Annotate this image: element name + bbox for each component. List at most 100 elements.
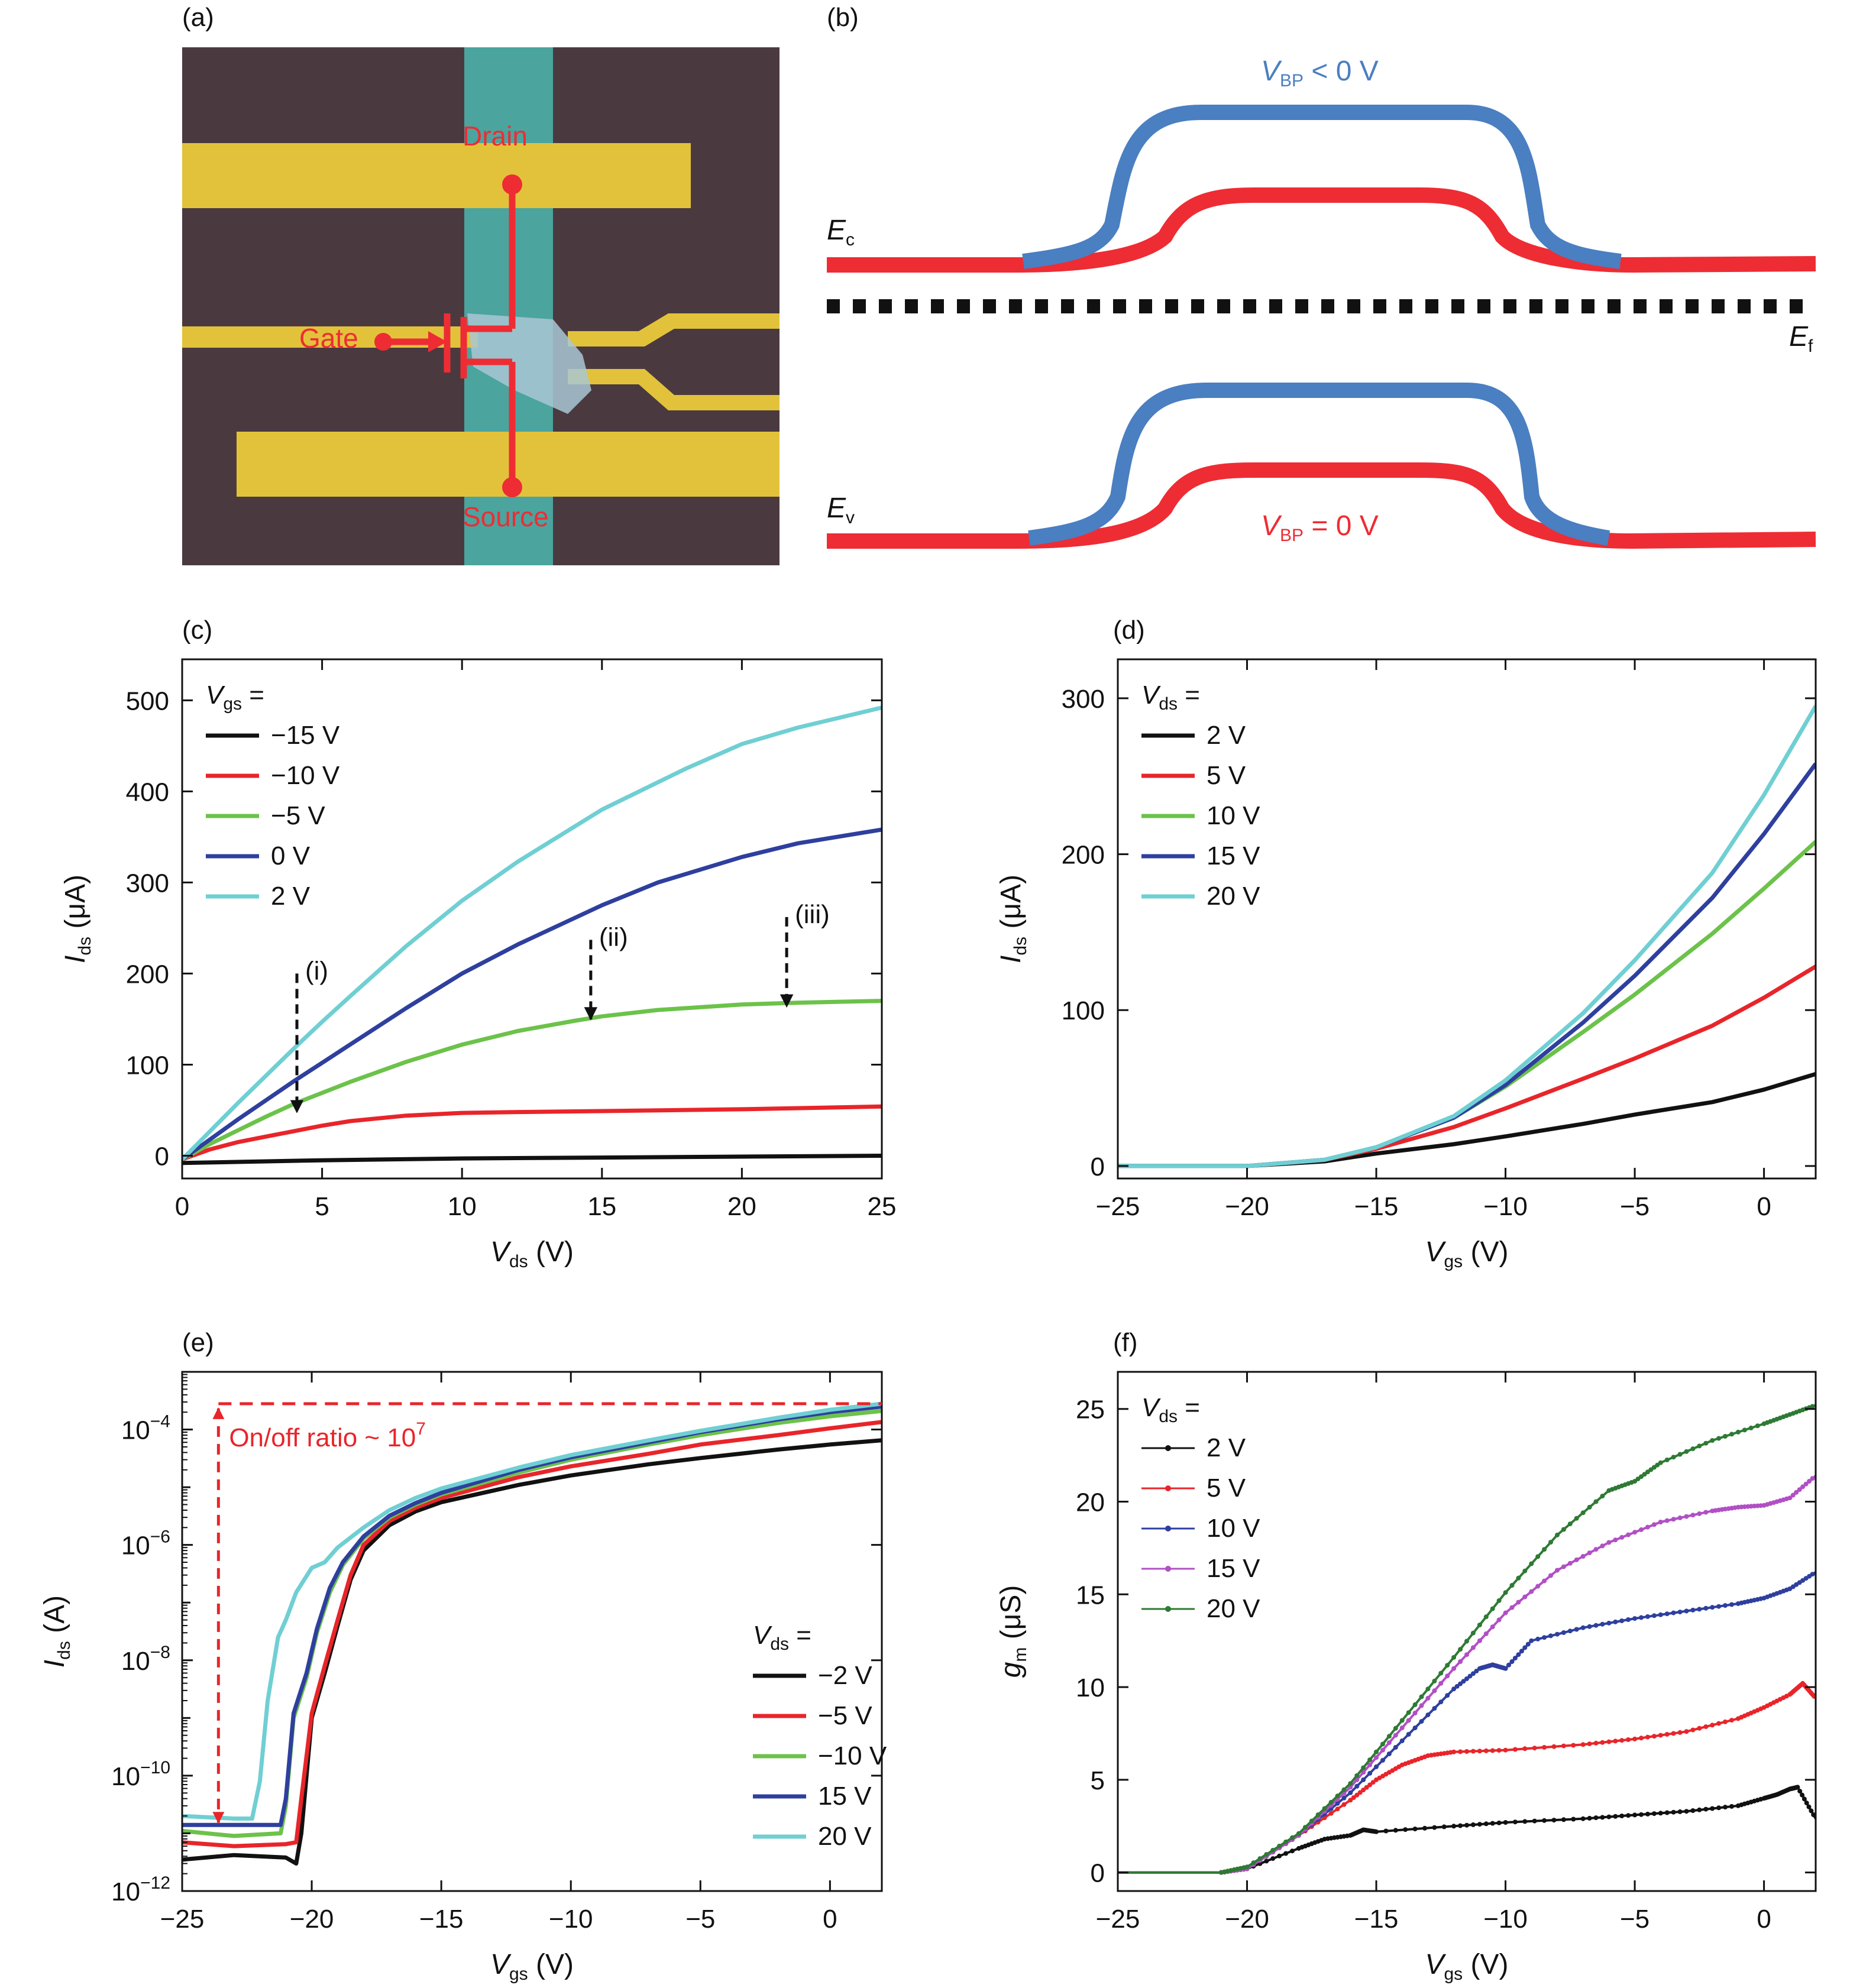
panel-b-label: (b) — [827, 3, 859, 32]
series-marker-2 — [1632, 1616, 1638, 1621]
series-marker-2 — [1548, 1633, 1553, 1639]
series-marker-2 — [1509, 1659, 1515, 1664]
series-marker-4 — [1810, 1404, 1815, 1409]
series-marker-0 — [1800, 1792, 1805, 1798]
series-marker-2 — [1425, 1712, 1431, 1718]
series-marker-3 — [1561, 1564, 1566, 1569]
series-marker-3 — [1412, 1711, 1418, 1715]
legend-entry-0: −2 V — [818, 1661, 872, 1690]
x-axis-label: Vgs (V) — [1425, 1949, 1508, 1984]
x-tick-label: −25 — [1096, 1192, 1140, 1221]
series-marker-1 — [1703, 1724, 1709, 1730]
legend-title-rest: = — [242, 681, 264, 710]
series-marker-1 — [1341, 1802, 1347, 1807]
legend-entry-4: 20 V — [818, 1822, 872, 1851]
x-axis-label: Vgs (V) — [1425, 1236, 1508, 1271]
series-marker-1 — [1710, 1722, 1715, 1728]
series-marker-1 — [1639, 1736, 1644, 1741]
x-axis-unit: (V) — [1463, 1236, 1508, 1268]
series-marker-0 — [1697, 1807, 1702, 1812]
series-marker-0 — [1600, 1815, 1605, 1820]
legend-entry-3: 15 V — [1207, 841, 1260, 870]
series-marker-2 — [1716, 1604, 1722, 1609]
chart-c-output-characteristics: (c) 0 5 10 15 20 25 0 100 200 300 400 500 Vds (V) Ids … — [60, 616, 896, 1271]
series-marker-3 — [1651, 1522, 1657, 1527]
series-marker-1 — [1451, 1749, 1457, 1754]
series-marker-2 — [1580, 1625, 1586, 1630]
series-marker-1 — [1335, 1806, 1340, 1812]
series-marker-4 — [1639, 1474, 1644, 1479]
series-marker-4 — [1264, 1852, 1269, 1857]
series-marker-4 — [1290, 1835, 1295, 1840]
series-marker-2 — [1512, 1656, 1518, 1661]
series-marker-2 — [1432, 1706, 1437, 1711]
series-marker-4 — [1483, 1614, 1489, 1620]
series-marker-1 — [1328, 1811, 1334, 1816]
series-marker-2 — [1684, 1608, 1689, 1614]
legend-entry-1: −5 V — [818, 1701, 872, 1730]
series-marker-0 — [1587, 1815, 1592, 1821]
series-marker-3 — [1451, 1666, 1457, 1671]
legend-entry-1: 5 V — [1207, 761, 1246, 790]
series-marker-0 — [1677, 1809, 1683, 1814]
series-marker-0 — [1383, 1828, 1389, 1834]
y-axis-label: Ids (A) — [39, 1595, 74, 1668]
series-marker-4 — [1277, 1844, 1282, 1848]
series-marker-3 — [1587, 1550, 1592, 1556]
series-marker-1 — [1716, 1721, 1722, 1726]
series-marker-2 — [1593, 1623, 1599, 1628]
series-marker-2 — [1454, 1683, 1460, 1689]
x-axis-sub: ds — [509, 1252, 528, 1271]
series-marker-0 — [1451, 1824, 1457, 1829]
series-marker-4 — [1742, 1427, 1747, 1433]
series-marker-0 — [1710, 1806, 1715, 1811]
series-marker-4 — [1755, 1423, 1760, 1429]
series-marker-4 — [1341, 1787, 1347, 1792]
series-marker-4 — [1703, 1440, 1709, 1446]
series-marker-0 — [1571, 1817, 1576, 1822]
y-tick-label: 100 — [126, 1051, 169, 1080]
y-axis-symbol: I — [995, 956, 1027, 963]
series-marker-1 — [1580, 1742, 1586, 1747]
y-axis-unit: (μS) — [995, 1585, 1027, 1647]
series-marker-2 — [1348, 1790, 1353, 1795]
legend-title-symbol: V — [753, 1621, 772, 1650]
series-marker-3 — [1522, 1594, 1528, 1600]
ec-band-vbp-zero — [827, 187, 1816, 273]
series-marker-4 — [1490, 1606, 1495, 1611]
x-axis-label: Vds (V) — [490, 1236, 574, 1271]
series-marker-3 — [1425, 1695, 1431, 1701]
series-marker-1 — [1364, 1785, 1369, 1790]
series-marker-4 — [1535, 1554, 1541, 1559]
legend-title: Vds = — [1141, 681, 1200, 714]
ev-band-vbp-negative — [1028, 383, 1610, 546]
series-marker-3 — [1671, 1517, 1676, 1522]
series-marker-0 — [1503, 1820, 1508, 1825]
series-marker-2 — [1406, 1732, 1411, 1737]
series-marker-2 — [1613, 1619, 1618, 1624]
series-marker-4 — [1503, 1590, 1508, 1595]
series-marker-2 — [1354, 1783, 1360, 1789]
series-marker-4 — [1270, 1848, 1276, 1853]
y-axis-sub: m — [1011, 1647, 1030, 1662]
series-marker-0 — [1690, 1808, 1696, 1813]
series-marker-4 — [1470, 1630, 1476, 1636]
series-line-3 — [182, 827, 882, 1161]
plot-frame — [1117, 658, 1817, 1180]
gate-line-right-lower — [568, 369, 780, 410]
x-tick-label: 10 — [448, 1192, 477, 1221]
series-marker-2 — [1393, 1745, 1398, 1750]
x-tick-label: 25 — [868, 1192, 897, 1221]
series-marker-4 — [1600, 1494, 1605, 1499]
series-marker-2 — [1677, 1610, 1683, 1615]
y-axis-unit: (A) — [39, 1595, 70, 1641]
legend-marker-0 — [1165, 1445, 1171, 1451]
series-marker-0 — [1551, 1818, 1557, 1823]
series-marker-3 — [1639, 1527, 1644, 1532]
series-marker-3 — [1529, 1589, 1534, 1594]
series-marker-2 — [1567, 1628, 1573, 1634]
series-marker-0 — [1264, 1859, 1269, 1864]
series-marker-0 — [1522, 1819, 1528, 1824]
series-marker-4 — [1697, 1443, 1702, 1449]
